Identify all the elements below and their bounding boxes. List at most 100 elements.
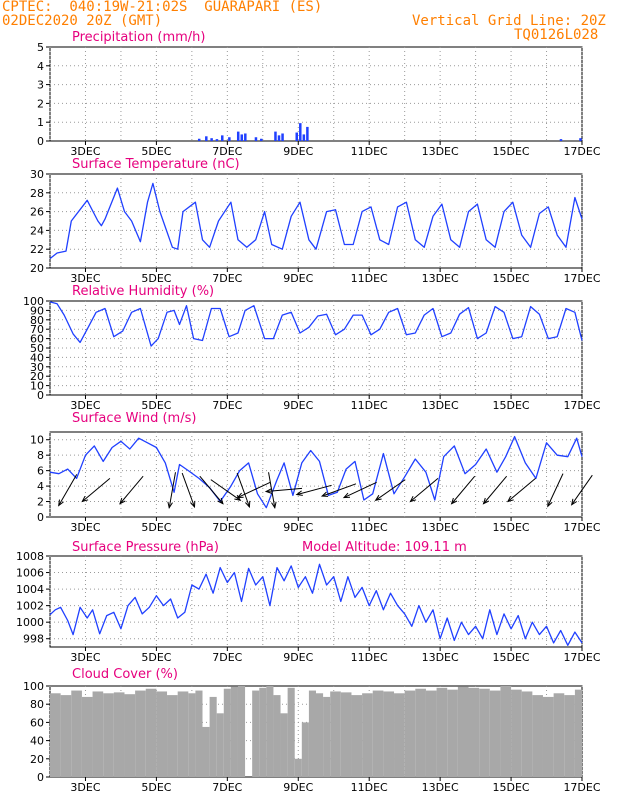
header-model-id: TQ0126L028 xyxy=(514,27,599,43)
wind-arrow xyxy=(451,475,476,505)
wind-arrow xyxy=(58,474,78,506)
x-tick-label: 5DEC xyxy=(141,521,171,534)
cloud-bar xyxy=(316,693,324,777)
wind-arrow-head xyxy=(342,492,351,499)
cloud-bar xyxy=(195,690,203,777)
x-tick-label: 9DEC xyxy=(283,145,313,158)
x-tick-label: 5DEC xyxy=(141,399,171,412)
x-tick-label: 13DEC xyxy=(422,781,459,794)
plot-frame xyxy=(49,431,583,518)
y-tick-label: 1006 xyxy=(16,567,44,580)
x-tick-label: 15DEC xyxy=(493,521,530,534)
y-tick-label: 4 xyxy=(37,60,44,73)
y-tick-label: 28 xyxy=(30,187,44,200)
y-tick-label: 5 xyxy=(37,41,44,54)
y-tick-label: 50 xyxy=(30,342,44,355)
precip-bar xyxy=(260,138,263,141)
x-tick-label: 3DEC xyxy=(70,272,100,285)
cloud-bar xyxy=(394,693,405,777)
cloud-bar xyxy=(103,693,114,777)
cloud-bar xyxy=(323,696,331,777)
x-tick-label: 11DEC xyxy=(351,521,388,534)
precip-bar xyxy=(281,133,284,141)
x-tick-label: 11DEC xyxy=(351,781,388,794)
header-location: CPTEC: 040:19W-21:02S GUARAPARI (ES) xyxy=(2,0,323,15)
panel-6: 0 20 40 60 80 100 3DEC 5DEC 7DEC 9DEC 11DEC 13DEC 15… xyxy=(23,667,601,794)
precip-bar xyxy=(210,138,213,141)
cloud-bar xyxy=(167,695,178,777)
x-tick-label: 15DEC xyxy=(493,781,530,794)
wind-arrow-head xyxy=(450,497,458,505)
panel-title: Relative Humidity (%) xyxy=(72,284,214,299)
precip-bar xyxy=(197,138,201,141)
cloud-bar xyxy=(521,691,533,777)
y-tick-label: 1008 xyxy=(16,550,44,563)
x-tick-label: 3DEC xyxy=(70,145,100,158)
y-tick-label: 20 xyxy=(30,262,44,275)
precip-bar xyxy=(274,131,277,141)
x-tick-label: 15DEC xyxy=(493,272,530,285)
y-tick-label: 1004 xyxy=(16,583,44,596)
x-tick-label: 11DEC xyxy=(351,399,388,412)
series-line xyxy=(49,182,583,260)
y-tick-label: 0 xyxy=(37,135,44,148)
cloud-bar xyxy=(113,692,125,777)
cloud-bar xyxy=(308,690,316,777)
series-line xyxy=(49,563,583,646)
x-tick-label: 3DEC xyxy=(70,521,100,534)
x-tick-label: 11DEC xyxy=(351,145,388,158)
cloud-bar xyxy=(564,695,575,777)
x-tick-label: 3DEC xyxy=(70,399,100,412)
wind-arrow xyxy=(321,483,357,497)
wind-arrow-head xyxy=(217,497,224,505)
precip-bar xyxy=(299,123,302,141)
x-tick-label: 5DEC xyxy=(141,781,171,794)
precip-bar xyxy=(236,131,240,141)
x-tick-label: 5DEC xyxy=(141,145,171,158)
wind-arrow xyxy=(343,481,377,499)
x-tick-label: 15DEC xyxy=(493,399,530,412)
precip-bar xyxy=(240,134,244,141)
precip-bar xyxy=(221,135,224,141)
cloud-bar xyxy=(202,726,210,777)
cloud-bar xyxy=(60,695,72,777)
wind-arrow xyxy=(296,484,332,496)
cloud-bar xyxy=(542,696,554,777)
x-tick-label: 9DEC xyxy=(283,272,313,285)
precip-bar xyxy=(277,135,281,141)
x-tick-label: 13DEC xyxy=(422,272,459,285)
cloud-bar xyxy=(532,695,543,777)
x-tick-label: 17DEC xyxy=(563,399,600,412)
cloud-bar xyxy=(553,693,565,777)
x-tick-label: 17DEC xyxy=(563,272,600,285)
y-tick-label: 10 xyxy=(30,380,44,393)
wind-arrow-head xyxy=(190,500,196,509)
wind-arrow xyxy=(507,478,536,502)
cloud-bar xyxy=(362,693,373,777)
precip-bar xyxy=(306,126,309,141)
precip-bar xyxy=(579,138,582,141)
cloud-bar xyxy=(280,713,288,777)
wind-arrow-head xyxy=(570,498,578,506)
x-tick-label: 17DEC xyxy=(563,521,600,534)
y-tick-label: 24 xyxy=(30,224,44,237)
panel-subtitle: Model Altitude: 109.11 m xyxy=(302,540,467,555)
x-tick-label: 3DEC xyxy=(70,781,100,794)
cloud-bar xyxy=(237,686,246,777)
cloud-bar xyxy=(574,689,582,777)
y-tick-label: 30 xyxy=(30,168,44,181)
y-tick-label: 40 xyxy=(30,735,44,748)
wind-arrow xyxy=(81,478,111,502)
y-tick-label: 100 xyxy=(23,680,44,693)
x-tick-label: 7DEC xyxy=(212,651,242,664)
cloud-bar xyxy=(273,695,281,777)
cloud-bar xyxy=(447,689,458,777)
header-date: 02DEC2020 20Z (GMT) xyxy=(2,13,163,29)
panel-5: 998 1000 1002 1004 1006 1008 3DEC 5DEC 7DEC 9DEC 1… xyxy=(16,540,601,664)
cloud-bar xyxy=(188,693,196,777)
y-tick-label: 2 xyxy=(37,496,44,509)
x-tick-label: 9DEC xyxy=(283,521,313,534)
y-tick-label: 1 xyxy=(37,116,44,129)
y-tick-label: 1002 xyxy=(16,600,44,613)
